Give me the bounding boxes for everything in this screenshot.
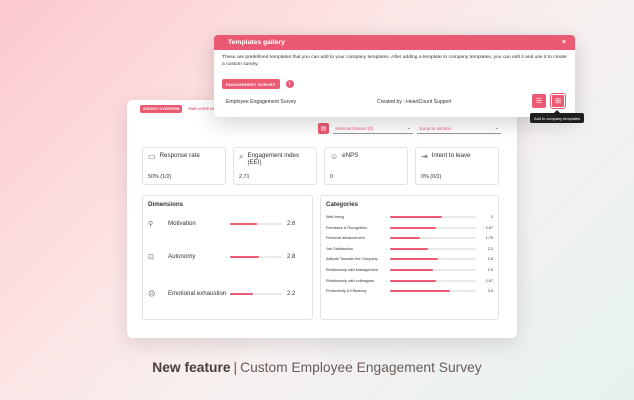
close-icon[interactable]: ×	[561, 39, 566, 46]
dimensions-panel: Dimensions ⚲ Motivation 2.6 ⊡ Autonomy 2…	[142, 195, 313, 320]
category-bar	[389, 247, 477, 250]
person-icon: ⚲	[148, 221, 154, 228]
smile-icon: ☺	[330, 152, 339, 161]
category-row: Job Satisfaction 2.2	[326, 245, 493, 253]
selected-teams-select[interactable]: Selected teams (0) ⌄	[333, 124, 413, 134]
dashboard-toolbar: ▤ Selected teams (0) ⌄ Jump to section ⌄	[318, 123, 501, 134]
category-bar	[389, 279, 477, 282]
category-label: Productivity & Efficiency	[326, 289, 367, 294]
category-bar	[389, 268, 477, 272]
jump-to-section-select[interactable]: Jump to section ⌄	[417, 124, 501, 134]
categories-title: Categories	[326, 201, 358, 208]
engagement-survey-badge: ENGAGEMENT SURVEY	[222, 79, 280, 89]
category-label: Feedback & Recognition	[326, 225, 368, 230]
list-icon: ☰	[535, 98, 543, 105]
caption-separator: |	[233, 360, 238, 375]
categories-panel: Categories Well-being 3 Feedback & Recogni…	[320, 195, 499, 320]
chevron-down-icon: ⌄	[494, 125, 499, 131]
category-bar	[389, 258, 477, 261]
dimension-row: ⊡ Autonomy 2.8	[148, 253, 296, 261]
category-row: Productivity & Efficiency 3.5	[326, 287, 493, 295]
chevron-down-icon: ⌄	[406, 125, 411, 131]
category-label: Attitude Towards the Company	[326, 257, 378, 262]
stress-icon: ☹	[148, 291, 156, 298]
engagement-index-card: ⌕ Engagement index (EEI) 2.71	[233, 147, 317, 185]
category-label: Relationship with Management	[326, 268, 378, 272]
category-bar	[389, 226, 477, 229]
magnify-icon: ⌕	[239, 152, 244, 161]
category-score: 2.2	[487, 246, 493, 251]
category-label: Job Satisfaction	[326, 246, 353, 251]
modal-description: These are predefined templates that you …	[222, 55, 567, 67]
dimension-bar	[230, 292, 282, 296]
category-score: 2.67	[485, 225, 493, 230]
templates-gallery-modal: Templates gallery × These are predefined…	[214, 35, 575, 117]
add-to-company-templates-tooltip: Add to company templates	[530, 110, 585, 123]
category-row: Attitude Towards the Company 2.8	[326, 255, 493, 263]
template-category: ENGAGEMENT SURVEY i	[222, 79, 294, 89]
chat-icon: ▭	[148, 152, 156, 161]
dimension-row: ⚲ Motivation 2.6	[148, 220, 296, 228]
dimensions-title: Dimensions	[148, 201, 184, 208]
category-row: Feedback & Recognition 2.67	[326, 224, 493, 232]
info-icon[interactable]: i	[285, 80, 294, 88]
category-score: 1.75	[485, 236, 493, 241]
dimension-bar	[230, 222, 282, 226]
filter-icon: ▤	[320, 126, 327, 132]
category-label: Personal advancement	[326, 236, 365, 241]
category-score: 2.67	[485, 278, 493, 283]
template-created-by: Created by : HeartCount Support	[377, 99, 452, 105]
category-score: 3.5	[487, 289, 493, 294]
survey-dashboard: SURVEY OVERVIEW EMPLOYEE INSIGHTS ▤ Sele…	[127, 100, 517, 338]
preview-template-button[interactable]: ☰	[532, 94, 546, 108]
template-name: Employee Engagement Survey	[226, 99, 297, 105]
category-row: Relationship with colleagues 2.67	[326, 277, 493, 285]
add-document-icon: ⊞	[555, 98, 561, 105]
feature-caption: New feature | Custom Employee Engagement S…	[0, 360, 634, 375]
filter-button[interactable]: ▤	[318, 123, 329, 134]
category-label: Well-being	[326, 215, 344, 219]
intent-to-leave-card: ⇥ Intent to leave 0% (0/2)	[415, 147, 499, 185]
category-row: Relationship with Management 2.5	[326, 266, 493, 274]
tab-employee-insights[interactable]: EMPLOYEE INSIGHTS	[188, 107, 229, 111]
category-score: 2.5	[487, 268, 493, 272]
leave-icon: ⇥	[421, 152, 428, 161]
category-bar	[389, 215, 477, 219]
add-to-company-templates-button[interactable]: ⊞	[550, 93, 566, 109]
modal-header: Templates gallery ×	[214, 35, 575, 50]
category-bar	[389, 237, 477, 240]
category-score: 3	[490, 215, 493, 219]
enps-card: ☺ eNPS 0	[324, 147, 408, 185]
tab-survey-overview[interactable]: SURVEY OVERVIEW	[140, 105, 183, 113]
dimension-row: ☹ Emotional exhaustion 2.2	[148, 290, 296, 298]
category-score: 2.8	[487, 257, 493, 262]
category-row: Well-being 3	[326, 213, 493, 221]
category-bar	[389, 290, 477, 293]
dashboard-tabs: SURVEY OVERVIEW EMPLOYEE INSIGHTS	[140, 105, 231, 113]
caption-text: Custom Employee Engagement Survey	[240, 360, 482, 375]
caption-bold: New feature	[152, 360, 231, 375]
response-rate-card: ▭ Response rate 50% (1/2)	[142, 147, 226, 185]
category-label: Relationship with colleagues	[326, 278, 374, 283]
modal-title: Templates gallery	[228, 39, 285, 46]
dimension-bar	[230, 255, 282, 259]
robot-icon: ⊡	[148, 254, 154, 261]
category-row: Personal advancement 1.75	[326, 234, 493, 242]
